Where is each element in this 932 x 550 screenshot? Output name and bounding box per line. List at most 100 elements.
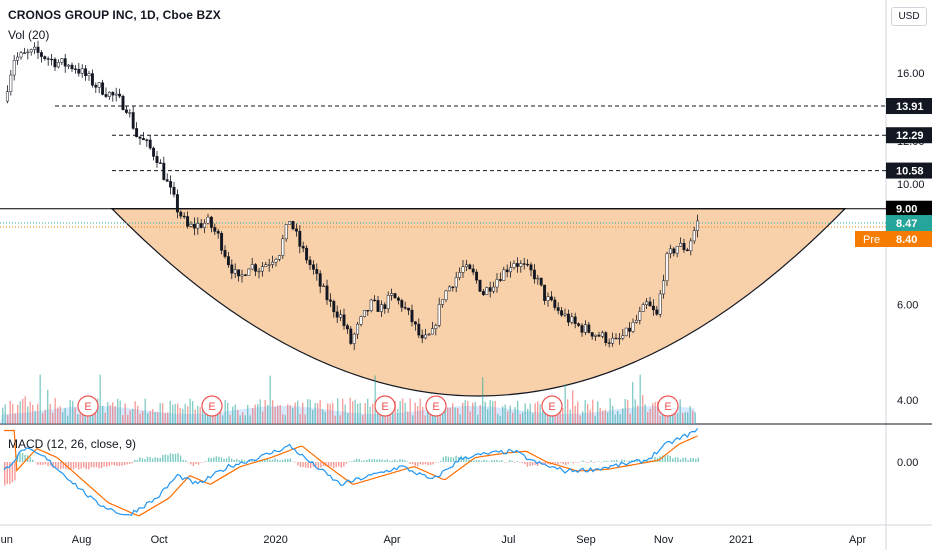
macd-histogram-bar [363, 460, 365, 462]
candle-body [50, 58, 54, 61]
macd-indicator-label[interactable]: MACD (12, 26, close, 9) [8, 437, 137, 451]
candle-body [526, 263, 530, 266]
macd-histogram-bar [429, 462, 432, 465]
candle-body [390, 293, 394, 296]
candle-body [22, 52, 26, 54]
volume-bar [114, 406, 116, 424]
candle-body [87, 73, 91, 77]
price-tick-label: 10.00 [897, 179, 925, 191]
premarket-label-bg [855, 230, 932, 247]
macd-histogram-bar [677, 457, 679, 462]
macd-histogram-bar [228, 456, 230, 462]
candle-body [481, 291, 485, 295]
candle-body [553, 299, 557, 308]
volume-bar [519, 414, 521, 424]
earnings-marker [541, 395, 563, 417]
macd-histogram-bar [146, 456, 149, 462]
candle-body [12, 60, 16, 76]
macd-histogram-bar [618, 461, 620, 463]
candle-body [519, 263, 523, 267]
candle-body [16, 56, 20, 61]
macd-histogram-bar [463, 457, 465, 462]
macd-histogram-bar [447, 456, 450, 462]
macd-histogram-bar [394, 459, 396, 462]
volume-indicator-label[interactable]: Vol (20) [8, 28, 50, 42]
macd-histogram-bar [131, 462, 133, 464]
candle-body [679, 242, 683, 247]
volume-bar [149, 410, 151, 424]
macd-histogram-bar [526, 462, 529, 467]
candle-body [594, 334, 598, 337]
macd-histogram-bar [169, 453, 172, 462]
volume-bar [592, 399, 594, 424]
macd-histogram-bar [695, 458, 697, 462]
macd-histogram-bar [230, 458, 233, 462]
candle-body [291, 221, 295, 230]
volume-bar [147, 413, 149, 424]
level-label: 9.00 [896, 204, 917, 216]
time-tick-label: Jun [0, 534, 13, 546]
macd-histogram-bar [100, 462, 103, 469]
volume-bar [632, 382, 634, 424]
macd-histogram-bar [16, 454, 19, 462]
candle-body [189, 223, 193, 227]
volume-bar [379, 414, 381, 424]
macd-histogram-bar [75, 462, 77, 468]
macd-histogram-bar [409, 462, 411, 464]
volume-bar [257, 404, 259, 424]
candle-body [611, 337, 615, 344]
volume-bar [142, 411, 144, 424]
volume-bar [24, 396, 26, 424]
volume-bar [177, 403, 179, 424]
macd-histogram-bar [315, 462, 317, 469]
volume-bar [354, 399, 356, 424]
volume-bar [304, 414, 306, 424]
candle-body [352, 333, 356, 344]
candle-body [281, 238, 285, 256]
macd-histogram-bar [284, 458, 286, 462]
currency-button[interactable]: USD [891, 7, 927, 26]
level-label-bg [886, 200, 932, 217]
volume-bar [107, 402, 109, 424]
volume-bar [294, 402, 296, 424]
volume-bar [229, 414, 231, 424]
volume-bar [482, 377, 484, 424]
macd-histogram-bar [90, 462, 93, 468]
volume-bar [132, 408, 134, 424]
macd-histogram-bar [294, 462, 297, 463]
candle-body [495, 279, 499, 288]
candle-body [257, 270, 261, 273]
volume-bar [252, 408, 254, 424]
volume-bar [62, 412, 64, 424]
macd-histogram-bar [266, 458, 269, 462]
volume-bar [574, 405, 576, 424]
candle-body [400, 300, 404, 308]
candle-body [73, 68, 77, 70]
volume-bar [394, 400, 396, 424]
volume-bar [579, 415, 581, 424]
macd-histogram-bar [434, 462, 437, 463]
volume-bar [654, 401, 656, 424]
candle-body [655, 309, 659, 315]
macd-histogram-bar [577, 462, 580, 463]
volume-bar [464, 400, 466, 424]
candle-body [505, 269, 509, 273]
macd-histogram-bar [598, 461, 600, 462]
candle-body [179, 211, 183, 217]
candle-body [84, 68, 88, 77]
macd-histogram-bar [19, 452, 21, 462]
macd-histogram-bar [488, 461, 490, 462]
volume-bar [514, 407, 516, 424]
macd-histogram-bar [575, 462, 577, 463]
last-price-label-bg [886, 215, 932, 232]
candle-body [165, 179, 169, 182]
volume-bar [572, 390, 574, 424]
macd-histogram-bar [636, 459, 638, 462]
level-label-bg [886, 98, 932, 115]
macd-histogram-bar [338, 462, 340, 467]
volume-bar [597, 401, 599, 424]
macd-histogram-bar [605, 460, 608, 462]
candle-body [247, 268, 251, 276]
volume-bar [342, 398, 344, 424]
candle-body [325, 285, 329, 301]
